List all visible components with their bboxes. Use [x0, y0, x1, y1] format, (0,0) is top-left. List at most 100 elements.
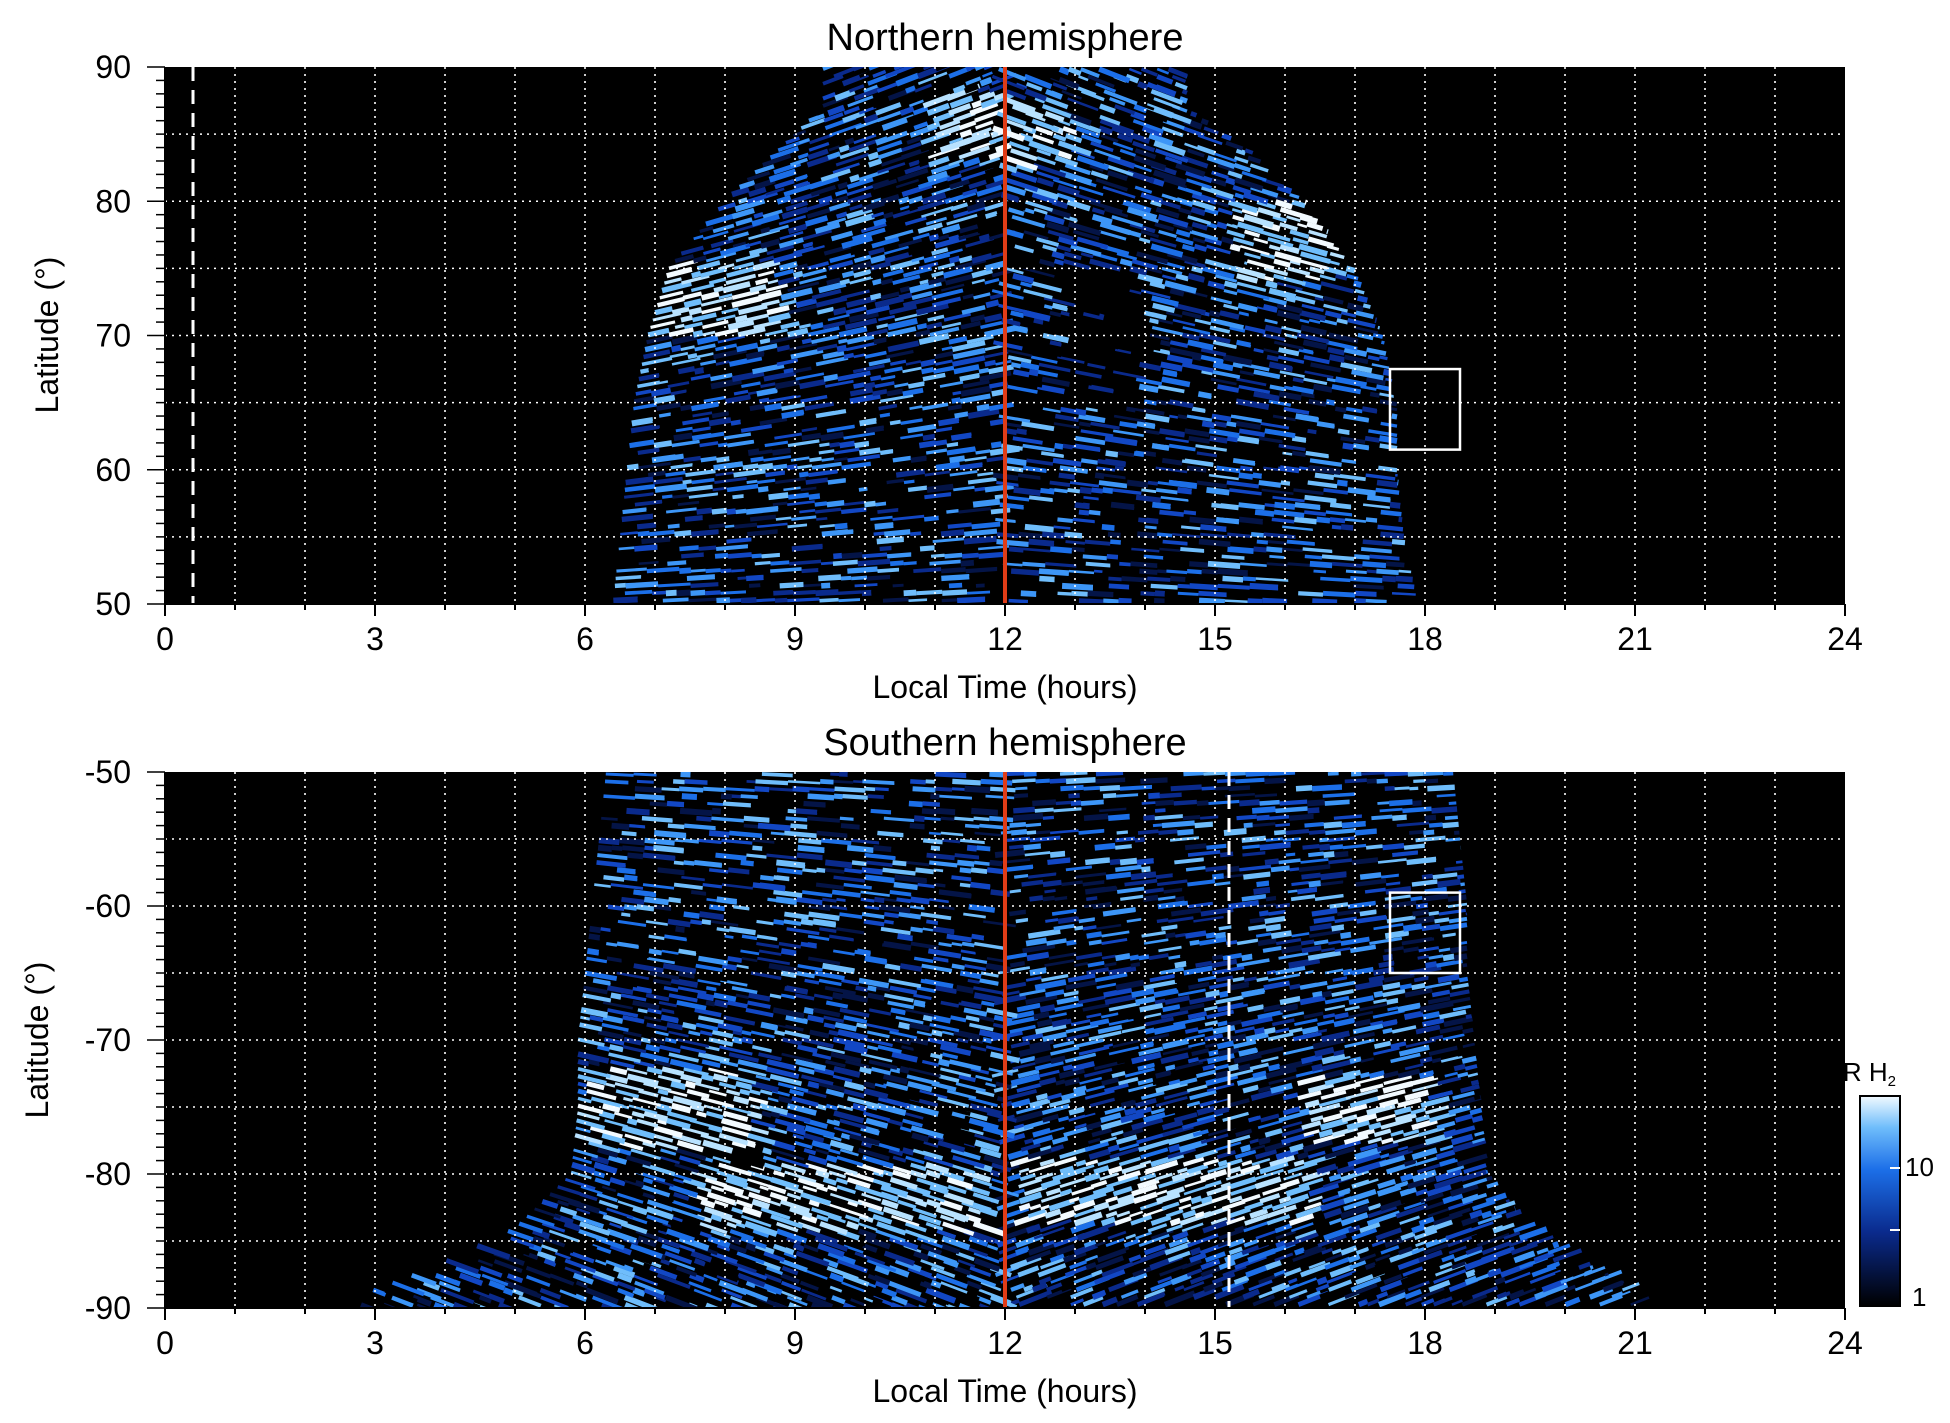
emission-streak	[1382, 988, 1406, 998]
emission-streak	[676, 1000, 707, 1011]
emission-streak	[615, 1185, 643, 1197]
emission-streak	[725, 273, 757, 286]
emission-streak	[959, 296, 987, 309]
emission-streak	[1353, 988, 1375, 998]
emission-streak	[812, 918, 837, 928]
emission-streak	[805, 477, 829, 485]
emission-streak	[1510, 1241, 1538, 1256]
emission-streak	[953, 1029, 981, 1041]
emission-streak	[942, 1052, 959, 1060]
emission-streak	[481, 1273, 509, 1287]
emission-streak	[1308, 318, 1321, 324]
emission-streak	[1226, 480, 1260, 489]
emission-streak	[1090, 1180, 1108, 1189]
emission-streak	[1227, 199, 1258, 214]
emission-streak	[790, 537, 809, 544]
emission-streak	[1254, 457, 1282, 467]
emission-streak	[737, 576, 747, 580]
emission-streak	[1293, 473, 1316, 480]
emission-streak	[1312, 1036, 1346, 1050]
emission-streak	[1186, 1084, 1208, 1093]
emission-streak	[1023, 73, 1053, 90]
emission-streak	[911, 1272, 926, 1283]
emission-streak	[1021, 1032, 1044, 1042]
emission-streak	[806, 1258, 824, 1269]
emission-streak	[917, 222, 943, 234]
emission-streak	[610, 992, 622, 1000]
emission-streak	[1034, 1022, 1067, 1035]
emission-streak	[671, 334, 698, 345]
emission-streak	[1095, 82, 1117, 93]
emission-streak	[1057, 370, 1076, 377]
emission-streak	[1214, 398, 1237, 408]
emission-streak	[1059, 1146, 1091, 1160]
emission-streak	[1116, 1055, 1133, 1065]
emission-streak	[1119, 258, 1133, 267]
emission-streak	[1007, 355, 1032, 364]
emission-streak	[526, 1214, 555, 1227]
emission-streak	[943, 970, 961, 979]
emission-streak	[696, 1111, 707, 1118]
emission-streak	[801, 427, 818, 433]
emission-streak	[508, 1242, 531, 1256]
emission-streak	[1238, 311, 1250, 317]
emission-streak	[1156, 524, 1182, 532]
emission-streak	[611, 963, 623, 970]
emission-streak	[1216, 451, 1238, 458]
emission-streak	[961, 131, 991, 146]
emission-streak	[1064, 1052, 1097, 1064]
emission-streak	[666, 1111, 698, 1123]
emission-streak	[1163, 178, 1187, 189]
emission-streak	[723, 1015, 756, 1026]
emission-streak	[1366, 451, 1386, 458]
emission-streak	[1054, 1002, 1084, 1012]
emission-streak	[866, 1103, 878, 1111]
emission-streak	[1344, 518, 1367, 523]
emission-streak	[597, 1044, 611, 1052]
emission-streak	[836, 1155, 864, 1167]
emission-streak	[1308, 1260, 1326, 1270]
emission-streak	[750, 1030, 775, 1039]
emission-streak	[668, 993, 698, 1003]
emission-streak	[1042, 435, 1076, 446]
emission-streak	[1380, 531, 1404, 540]
emission-streak	[908, 245, 933, 256]
emission-streak	[1091, 487, 1103, 494]
emission-streak	[938, 234, 950, 241]
emission-streak	[1026, 428, 1060, 439]
emission-streak	[920, 1243, 943, 1255]
emission-streak	[951, 963, 965, 970]
emission-streak	[1130, 962, 1141, 968]
emission-streak	[1131, 597, 1155, 604]
emission-streak	[1153, 97, 1181, 110]
emission-streak	[1139, 1002, 1164, 1013]
emission-streak	[1175, 229, 1191, 238]
emission-streak	[1055, 1243, 1076, 1256]
emission-streak	[1072, 1085, 1087, 1094]
emission-streak	[1036, 177, 1055, 188]
emission-streak	[679, 545, 699, 552]
emission-streak	[840, 507, 867, 515]
emission-streak	[942, 1125, 962, 1136]
y-tick-label: 60	[95, 452, 131, 488]
emission-streak	[646, 1221, 664, 1232]
emission-streak	[816, 483, 849, 493]
emission-streak	[754, 164, 775, 175]
emission-streak	[894, 462, 915, 471]
emission-streak	[1080, 67, 1100, 79]
emission-streak	[1398, 569, 1412, 574]
emission-streak	[1486, 1181, 1499, 1189]
emission-streak	[1146, 81, 1177, 98]
emission-streak	[503, 1280, 538, 1298]
emission-streak	[857, 1222, 878, 1232]
emission-streak	[1100, 1216, 1116, 1227]
emission-streak	[996, 480, 1019, 487]
emission-streak	[1325, 583, 1342, 590]
emission-streak	[1136, 1291, 1166, 1307]
emission-streak	[1283, 1267, 1302, 1278]
emission-streak	[833, 949, 855, 956]
emission-streak	[927, 948, 962, 959]
emission-streak	[839, 223, 862, 233]
emission-streak	[1182, 1209, 1197, 1219]
emission-streak	[1431, 989, 1451, 998]
